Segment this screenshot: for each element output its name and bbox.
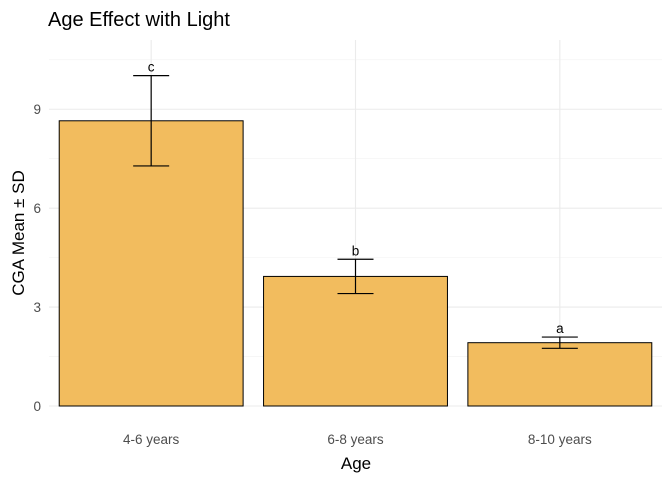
x-axis-title: Age	[341, 454, 371, 473]
y-tick-label: 6	[33, 201, 41, 216]
x-tick-label: 6-8 years	[327, 432, 384, 447]
y-tick-label: 9	[33, 102, 41, 117]
x-axis-ticks: 4-6 years 6-8 years 8-10 years	[123, 432, 592, 447]
error-bars	[133, 75, 578, 349]
bar	[58, 120, 244, 407]
bar	[467, 342, 653, 407]
significance-label: b	[352, 243, 360, 258]
y-axis-title: CGA Mean ± SD	[9, 170, 28, 296]
error-bar	[337, 258, 374, 295]
y-axis-ticks: 0 3 6 9	[33, 102, 41, 414]
error-bar	[133, 75, 170, 167]
chart-title: Age Effect with Light	[48, 9, 230, 31]
bar	[263, 275, 448, 407]
x-tick-label: 4-6 years	[123, 432, 180, 447]
significance-label: c	[148, 60, 155, 75]
error-bar	[541, 336, 578, 349]
y-tick-label: 3	[33, 300, 41, 315]
bars	[58, 120, 653, 407]
significance-labels: c b a	[148, 60, 564, 336]
significance-label: a	[556, 321, 564, 336]
y-tick-label: 0	[33, 399, 41, 414]
x-tick-label: 8-10 years	[528, 432, 592, 447]
